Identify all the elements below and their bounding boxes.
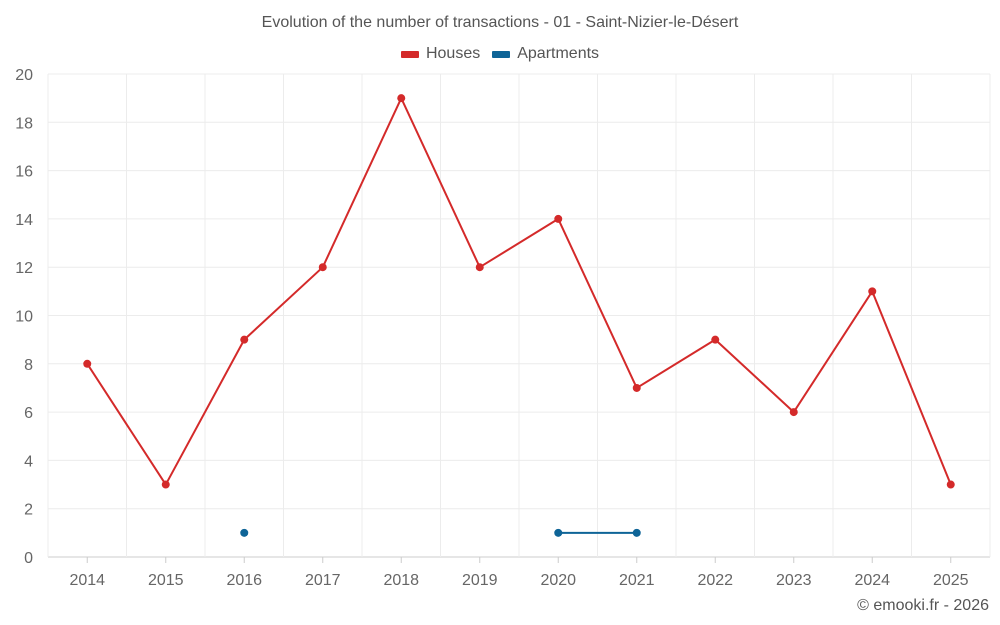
credit: © emooki.fr - 2026 bbox=[857, 597, 989, 614]
chart-title: Evolution of the number of transactions … bbox=[261, 14, 739, 31]
data-point-houses-2021 bbox=[632, 383, 641, 392]
y-tick-label-8: 8 bbox=[24, 357, 33, 374]
legend-item-houses[interactable]: Houses bbox=[400, 45, 481, 63]
x-tick-label-2016: 2016 bbox=[226, 572, 262, 589]
x-tick-label-2018: 2018 bbox=[383, 572, 419, 589]
x-tick-label-2021: 2021 bbox=[619, 572, 655, 589]
data-point-houses-2018 bbox=[397, 94, 406, 103]
data-point-apartments-2021 bbox=[632, 528, 641, 537]
series-line-houses-2022-2023 bbox=[714, 338, 795, 414]
x-tick-label-2023: 2023 bbox=[776, 572, 812, 589]
y-tick-label-12: 12 bbox=[15, 260, 33, 277]
y-tick-label-0: 0 bbox=[24, 550, 33, 567]
legend-item-apartments[interactable]: Apartments bbox=[492, 45, 599, 63]
data-point-houses-2020 bbox=[554, 214, 563, 223]
x-tick-label-2025: 2025 bbox=[933, 572, 969, 589]
legend-swatch-houses bbox=[400, 50, 419, 58]
series-line-houses-2014-2015 bbox=[86, 362, 167, 486]
y-tick-label-18: 18 bbox=[15, 115, 33, 132]
y-tick-label-10: 10 bbox=[15, 309, 33, 326]
y-tick-label-6: 6 bbox=[24, 405, 33, 422]
data-point-houses-2019 bbox=[475, 263, 484, 272]
x-tick-label-2020: 2020 bbox=[540, 572, 576, 589]
data-point-apartments-2016 bbox=[240, 528, 249, 537]
data-point-houses-2025 bbox=[946, 480, 955, 489]
legend-label-apartments: Apartments bbox=[517, 45, 600, 62]
legend-swatch-apartments bbox=[492, 50, 511, 58]
series-line-houses-2023-2024 bbox=[792, 290, 874, 414]
y-tick-label-2: 2 bbox=[24, 502, 33, 519]
series-line-houses-2015-2016 bbox=[164, 338, 246, 486]
data-point-houses-2016 bbox=[240, 335, 249, 344]
series-line-houses-2020-2021 bbox=[557, 217, 638, 389]
x-tick-label-2017: 2017 bbox=[305, 572, 341, 589]
y-tick-label-4: 4 bbox=[24, 453, 33, 470]
x-tick-label-2022: 2022 bbox=[697, 572, 733, 589]
data-point-houses-2023 bbox=[789, 408, 798, 417]
data-point-houses-2015 bbox=[161, 480, 170, 489]
series-line-houses-2024-2025 bbox=[871, 290, 952, 486]
series-line-houses-2018-2019 bbox=[400, 97, 481, 269]
series-line-houses-2016-2017 bbox=[243, 266, 324, 341]
x-tick-label-2015: 2015 bbox=[148, 572, 184, 589]
data-point-houses-2022 bbox=[711, 335, 720, 344]
series-line-houses-2021-2022 bbox=[635, 338, 717, 389]
data-point-houses-2017 bbox=[318, 263, 327, 272]
y-tick-label-14: 14 bbox=[15, 212, 33, 229]
legend: Houses Apartments bbox=[0, 45, 1000, 63]
series-line-houses-2017-2018 bbox=[321, 97, 403, 269]
data-point-houses-2024 bbox=[868, 287, 877, 296]
y-tick-label-16: 16 bbox=[15, 164, 33, 181]
y-tick-label-20: 20 bbox=[15, 67, 33, 84]
data-point-apartments-2020 bbox=[554, 528, 563, 537]
data-point-houses-2014 bbox=[83, 359, 92, 368]
x-tick-label-2014: 2014 bbox=[69, 572, 105, 589]
x-tick-label-2024: 2024 bbox=[854, 572, 890, 589]
series-line-houses-2019-2020 bbox=[478, 217, 560, 269]
x-tick-label-2019: 2019 bbox=[462, 572, 498, 589]
legend-label-houses: Houses bbox=[425, 45, 481, 62]
